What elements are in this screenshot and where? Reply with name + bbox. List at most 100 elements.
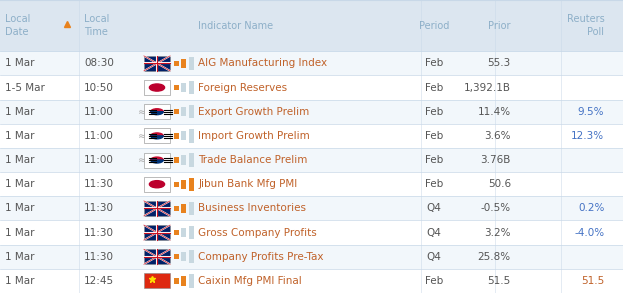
FancyBboxPatch shape <box>181 180 186 189</box>
FancyBboxPatch shape <box>189 81 194 94</box>
Text: -0.5%: -0.5% <box>481 203 511 213</box>
Text: 11:30: 11:30 <box>84 203 114 213</box>
FancyBboxPatch shape <box>0 220 623 245</box>
Text: 1,392.1B: 1,392.1B <box>464 83 511 93</box>
Text: Local
Time: Local Time <box>84 14 110 37</box>
FancyBboxPatch shape <box>181 252 186 261</box>
Text: 51.5: 51.5 <box>488 276 511 286</box>
FancyBboxPatch shape <box>181 83 186 92</box>
Text: -4.0%: -4.0% <box>574 228 604 238</box>
FancyBboxPatch shape <box>0 0 623 51</box>
Text: Jibun Bank Mfg PMI: Jibun Bank Mfg PMI <box>198 179 297 189</box>
FancyBboxPatch shape <box>144 201 170 216</box>
Text: 50.6: 50.6 <box>488 179 511 189</box>
FancyBboxPatch shape <box>174 109 179 114</box>
Text: ≈: ≈ <box>138 155 146 165</box>
Text: 08:30: 08:30 <box>84 58 114 68</box>
FancyBboxPatch shape <box>0 172 623 196</box>
Text: 12:45: 12:45 <box>84 276 114 286</box>
FancyBboxPatch shape <box>181 156 186 165</box>
FancyBboxPatch shape <box>174 157 179 163</box>
Text: 11:30: 11:30 <box>84 252 114 262</box>
FancyBboxPatch shape <box>181 59 186 68</box>
Text: Company Profits Pre-Tax: Company Profits Pre-Tax <box>198 252 323 262</box>
FancyBboxPatch shape <box>189 226 194 239</box>
FancyBboxPatch shape <box>174 254 179 259</box>
FancyBboxPatch shape <box>189 105 194 118</box>
FancyBboxPatch shape <box>0 100 623 124</box>
FancyBboxPatch shape <box>0 196 623 220</box>
Wedge shape <box>151 109 163 112</box>
FancyBboxPatch shape <box>189 274 194 287</box>
FancyBboxPatch shape <box>189 178 194 191</box>
Text: Trade Balance Prelim: Trade Balance Prelim <box>198 155 308 165</box>
Text: 1 Mar: 1 Mar <box>5 228 34 238</box>
FancyBboxPatch shape <box>144 273 170 288</box>
Text: Business Inventories: Business Inventories <box>198 203 306 213</box>
Text: Feb: Feb <box>425 83 444 93</box>
Text: 11:00: 11:00 <box>84 155 114 165</box>
FancyBboxPatch shape <box>0 124 623 148</box>
FancyBboxPatch shape <box>189 250 194 263</box>
Text: 10:50: 10:50 <box>84 83 114 93</box>
FancyBboxPatch shape <box>181 276 186 285</box>
Text: 3.6%: 3.6% <box>484 131 511 141</box>
FancyBboxPatch shape <box>0 269 623 293</box>
Text: Q4: Q4 <box>427 203 442 213</box>
Text: 11:30: 11:30 <box>84 228 114 238</box>
Text: Feb: Feb <box>425 276 444 286</box>
FancyBboxPatch shape <box>174 182 179 187</box>
Text: Gross Company Profits: Gross Company Profits <box>198 228 317 238</box>
Text: 1 Mar: 1 Mar <box>5 179 34 189</box>
Text: 1 Mar: 1 Mar <box>5 107 34 117</box>
FancyBboxPatch shape <box>181 107 186 116</box>
Text: 55.3: 55.3 <box>488 58 511 68</box>
Text: Period: Period <box>419 21 449 31</box>
Text: 11:00: 11:00 <box>84 107 114 117</box>
Text: 51.5: 51.5 <box>581 276 604 286</box>
FancyBboxPatch shape <box>144 249 170 264</box>
Text: 11:00: 11:00 <box>84 131 114 141</box>
Text: 0.2%: 0.2% <box>578 203 604 213</box>
FancyBboxPatch shape <box>174 85 179 90</box>
FancyBboxPatch shape <box>181 228 186 237</box>
Text: ≈: ≈ <box>138 131 146 141</box>
Wedge shape <box>151 136 163 139</box>
FancyBboxPatch shape <box>189 154 194 167</box>
Wedge shape <box>151 160 163 163</box>
Text: 3.2%: 3.2% <box>484 228 511 238</box>
Text: Q4: Q4 <box>427 228 442 238</box>
FancyBboxPatch shape <box>174 230 179 235</box>
Text: Feb: Feb <box>425 58 444 68</box>
FancyBboxPatch shape <box>189 57 194 70</box>
Text: Reuters
Poll: Reuters Poll <box>566 14 604 37</box>
Text: 1 Mar: 1 Mar <box>5 155 34 165</box>
FancyBboxPatch shape <box>144 56 170 71</box>
Text: Feb: Feb <box>425 107 444 117</box>
FancyBboxPatch shape <box>174 278 179 284</box>
FancyBboxPatch shape <box>144 225 170 240</box>
Wedge shape <box>151 133 163 136</box>
FancyBboxPatch shape <box>144 104 170 119</box>
Text: Caixin Mfg PMI Final: Caixin Mfg PMI Final <box>198 276 302 286</box>
Text: Prior: Prior <box>488 21 511 31</box>
FancyBboxPatch shape <box>0 245 623 269</box>
Text: Import Growth Prelim: Import Growth Prelim <box>198 131 310 141</box>
FancyBboxPatch shape <box>0 76 623 100</box>
Text: 1-5 Mar: 1-5 Mar <box>5 83 45 93</box>
FancyBboxPatch shape <box>144 177 170 192</box>
FancyBboxPatch shape <box>144 80 170 95</box>
Text: 3.76B: 3.76B <box>480 155 511 165</box>
Text: Indicator Name: Indicator Name <box>198 21 273 31</box>
Text: 1 Mar: 1 Mar <box>5 131 34 141</box>
FancyBboxPatch shape <box>0 51 623 76</box>
Text: Feb: Feb <box>425 155 444 165</box>
Text: Q4: Q4 <box>427 252 442 262</box>
FancyBboxPatch shape <box>174 206 179 211</box>
FancyBboxPatch shape <box>189 202 194 215</box>
FancyBboxPatch shape <box>144 128 170 143</box>
Text: 11:30: 11:30 <box>84 179 114 189</box>
Text: 1 Mar: 1 Mar <box>5 252 34 262</box>
Text: 11.4%: 11.4% <box>478 107 511 117</box>
Text: Feb: Feb <box>425 179 444 189</box>
